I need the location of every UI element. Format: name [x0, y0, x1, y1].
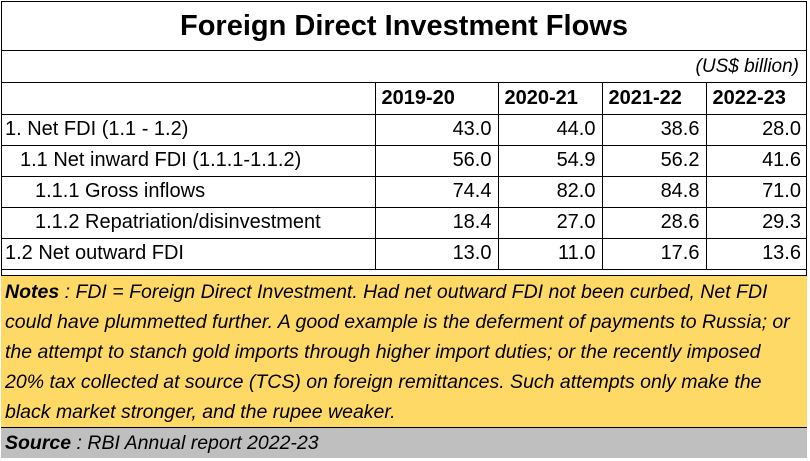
column-header: 2019-20 — [374, 83, 499, 115]
header-blank — [1, 83, 376, 115]
cell-value: 13.0 — [374, 237, 499, 270]
source-label: Source — [5, 432, 72, 454]
cell-value: 27.0 — [497, 206, 603, 239]
cell-value: 13.6 — [705, 237, 807, 270]
table-row: 1.1.1 Gross inflows 74.4 82.0 84.8 71.0 — [1, 175, 807, 208]
cell-value: 28.6 — [601, 206, 707, 239]
notes-text: : FDI = Foreign Direct Investment. Had n… — [5, 281, 790, 423]
cell-value: 82.0 — [497, 175, 603, 208]
unit-label: (US$ billion) — [1, 51, 807, 83]
cell-value: 11.0 — [497, 237, 603, 270]
table-row: 1.1.2 Repatriation/disinvestment 18.4 27… — [1, 206, 807, 239]
header-row: 2019-20 2020-21 2021-22 2022-23 — [1, 83, 807, 115]
table-row: 1. Net FDI (1.1 - 1.2) 43.0 44.0 38.6 28… — [1, 113, 807, 146]
cell-value: 54.9 — [497, 144, 603, 177]
source-text: : RBI Annual report 2022-23 — [71, 432, 319, 454]
row-label: 1. Net FDI (1.1 - 1.2) — [1, 113, 376, 146]
row-label: 1.1 Net inward FDI (1.1.1-1.1.2) — [1, 144, 376, 177]
cell-value: 17.6 — [601, 237, 707, 270]
column-header: 2021-22 — [601, 83, 707, 115]
cell-value: 38.6 — [601, 113, 707, 146]
table-row: 1.2 Net outward FDI 13.0 11.0 17.6 13.6 — [1, 237, 807, 270]
notes-label: Notes — [5, 281, 60, 303]
cell-value: 44.0 — [497, 113, 603, 146]
notes-box: Notes : FDI = Foreign Direct Investment.… — [1, 275, 807, 428]
cell-value: 56.0 — [374, 144, 499, 177]
cell-value: 56.2 — [601, 144, 707, 177]
column-header: 2022-23 — [705, 83, 807, 115]
table-row: 1.1 Net inward FDI (1.1.1-1.1.2) 56.0 54… — [1, 144, 807, 177]
cell-value: 29.3 — [705, 206, 807, 239]
cell-value: 28.0 — [705, 113, 807, 146]
cell-value: 18.4 — [374, 206, 499, 239]
row-label: 1.1.1 Gross inflows — [1, 175, 376, 208]
column-header: 2020-21 — [497, 83, 603, 115]
cell-value: 43.0 — [374, 113, 499, 146]
cell-value: 84.8 — [601, 175, 707, 208]
row-label: 1.1.2 Repatriation/disinvestment — [1, 206, 376, 239]
row-label: 1.2 Net outward FDI — [1, 237, 376, 270]
page-title: Foreign Direct Investment Flows — [1, 1, 807, 51]
cell-value: 71.0 — [705, 175, 807, 208]
source-box: Source : RBI Annual report 2022-23 — [1, 428, 807, 458]
cell-value: 74.4 — [374, 175, 499, 208]
cell-value: 41.6 — [705, 144, 807, 177]
fdi-table: 2019-20 2020-21 2021-22 2022-23 1. Net F… — [1, 83, 807, 270]
